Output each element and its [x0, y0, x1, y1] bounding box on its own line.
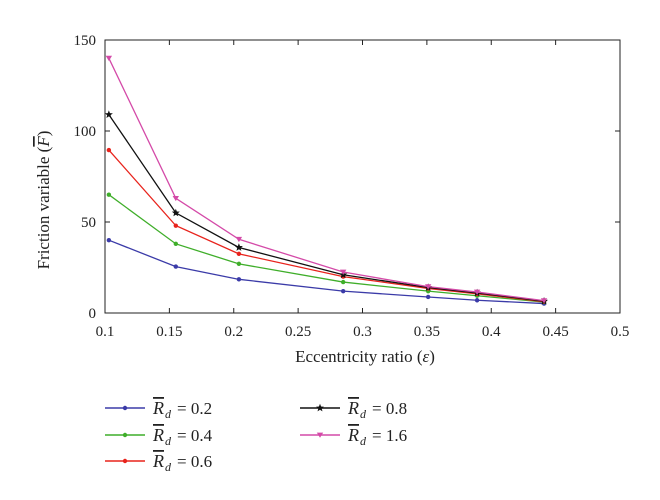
data-point	[104, 110, 113, 119]
data-point	[236, 261, 242, 267]
data-point	[172, 195, 180, 202]
series-4	[105, 55, 548, 304]
data-point	[106, 147, 112, 153]
legend-subscript: d	[360, 407, 367, 421]
legend-symbol: R	[152, 425, 164, 445]
data-point	[316, 403, 324, 412]
legend-symbol: R	[152, 398, 164, 418]
legend-subscript: d	[165, 407, 172, 421]
data-point	[173, 241, 179, 247]
data-point	[106, 192, 112, 197]
legend-subscript: d	[360, 434, 367, 448]
legend-symbol: R	[347, 425, 359, 445]
legend-label: = 0.4	[177, 426, 213, 445]
legend-label: = 0.8	[372, 399, 407, 418]
legend-label: = 0.2	[177, 399, 212, 418]
data-point	[122, 405, 128, 411]
series-3	[104, 110, 549, 305]
legend-symbol: R	[152, 451, 164, 471]
legend-label: = 0.6	[177, 452, 212, 471]
x-tick-label: 0.4	[482, 324, 501, 340]
plot-area	[104, 39, 621, 314]
x-tick-label: 0.35	[414, 324, 440, 340]
data-point	[425, 294, 431, 300]
data-point	[106, 238, 112, 243]
data-point	[235, 236, 243, 243]
data-point	[339, 269, 347, 275]
y-tick-label: 100	[74, 124, 97, 140]
data-point	[234, 243, 243, 251]
data-point	[236, 277, 242, 282]
x-tick-label: 0.15	[156, 324, 182, 340]
legend-symbol: R	[347, 398, 359, 418]
y-axis-title: Friction variable (F)	[34, 131, 53, 270]
y-tick-label: 0	[89, 306, 97, 322]
x-tick-label: 0.2	[224, 324, 243, 340]
data-point	[540, 298, 548, 304]
x-tick-label: 0.3	[353, 324, 372, 340]
data-point	[173, 264, 179, 269]
series-2	[106, 147, 547, 304]
data-point	[122, 432, 128, 438]
y-tick-label: 150	[74, 33, 97, 49]
data-point	[122, 458, 128, 464]
y-tick-label: 50	[81, 215, 96, 231]
x-axis-title: Eccentricity ratio (ε)	[295, 347, 435, 366]
data-point	[424, 284, 432, 290]
data-point	[171, 208, 180, 217]
legend-subscript: d	[165, 460, 172, 474]
data-point	[340, 279, 346, 285]
data-point	[340, 288, 346, 294]
data-point	[474, 298, 480, 303]
series-lines	[104, 55, 549, 306]
data-point	[473, 289, 481, 295]
plot-frame	[104, 39, 621, 314]
legend-subscript: d	[165, 434, 172, 448]
x-tick-label: 0.25	[285, 324, 311, 340]
x-tick-label: 0.5	[611, 324, 630, 340]
legend-label: = 1.6	[372, 426, 407, 445]
data-point	[173, 223, 179, 228]
x-tick-label: 0.1	[96, 324, 115, 340]
y-axis-title-group: Friction variable (F)	[34, 131, 53, 270]
data-point	[105, 55, 113, 61]
data-point	[236, 251, 242, 257]
data-point	[316, 432, 324, 438]
series-line	[108, 57, 545, 302]
x-tick-label: 0.45	[543, 324, 569, 340]
axis-ticks: 0.1 0.15 0.2 0.25 0.3 0.35 0.4 0.45 0.5 0 50 100 150	[74, 33, 630, 340]
